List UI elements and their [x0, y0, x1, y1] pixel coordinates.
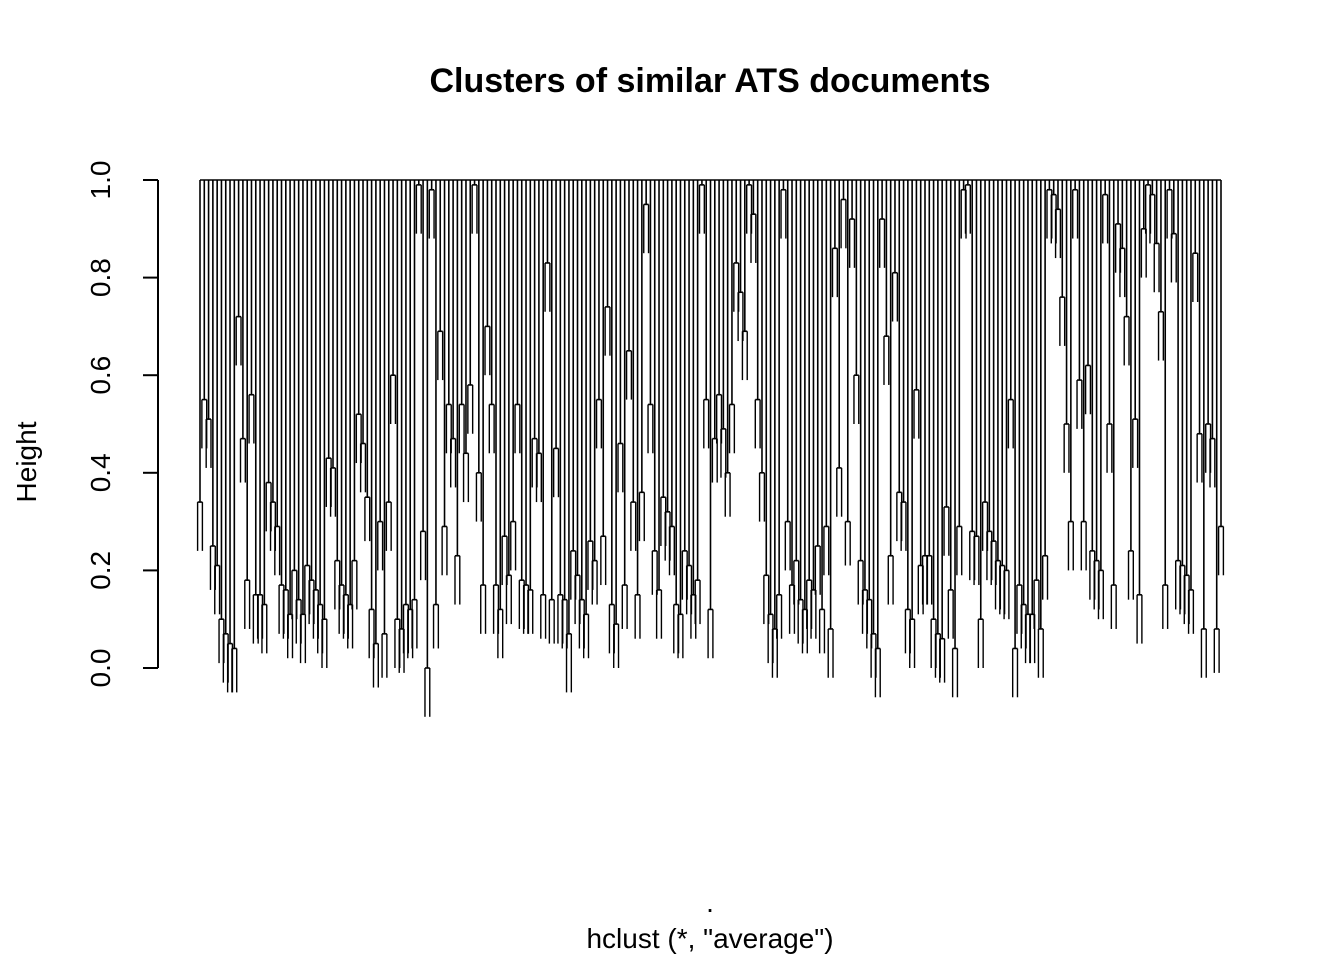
- cluster-55: [1084, 180, 1104, 620]
- cluster-57: [1119, 180, 1139, 600]
- cluster-46: [934, 180, 954, 683]
- y-axis-label: Height: [11, 421, 42, 502]
- cluster-33: [733, 180, 753, 381]
- cluster-48: [969, 180, 989, 668]
- cluster-30: [690, 180, 710, 639]
- cluster-13: [428, 180, 444, 649]
- cluster-21: [548, 180, 564, 644]
- cluster-35: [763, 180, 778, 678]
- cluster-19: [518, 180, 538, 634]
- cluster-26: [625, 180, 645, 639]
- cluster-15: [458, 180, 478, 503]
- y-tick-label: 0.4: [85, 453, 116, 492]
- cluster-1: [196, 180, 221, 615]
- cluster-12: [402, 180, 431, 717]
- cluster-50: [1003, 180, 1019, 698]
- cluster-14: [441, 180, 461, 605]
- cluster-20: [535, 180, 551, 639]
- cluster-32: [720, 180, 736, 517]
- cluster-36: [776, 180, 791, 639]
- cluster-4: [248, 180, 268, 654]
- cluster-51: [1016, 180, 1036, 664]
- cluster-29: [673, 180, 693, 659]
- cluster-47: [951, 180, 971, 698]
- cluster-37: [788, 180, 808, 654]
- cluster-9: [351, 180, 375, 659]
- cluster-40: [836, 180, 856, 566]
- cluster-7: [304, 180, 328, 668]
- cluster-31: [707, 180, 723, 659]
- cluster-38: [806, 180, 826, 654]
- cluster-45: [917, 180, 937, 668]
- cluster-61: [1192, 180, 1212, 678]
- y-tick-label: 0.2: [85, 551, 116, 590]
- x-axis-label: .: [706, 887, 714, 918]
- cluster-41: [853, 180, 873, 649]
- cluster-27: [643, 180, 658, 595]
- cluster-56: [1102, 180, 1122, 629]
- dendrogram-tree: [196, 179, 1225, 717]
- cluster-49: [986, 180, 1006, 615]
- cluster-53: [1050, 180, 1070, 473]
- method-subtitle: hclust (*, "average"): [586, 923, 833, 954]
- cluster-23: [578, 180, 598, 659]
- cluster-10: [372, 180, 392, 688]
- cluster-8: [325, 180, 354, 649]
- cluster-52: [1033, 180, 1053, 678]
- cluster-22: [561, 180, 581, 693]
- cluster-59: [1153, 180, 1173, 629]
- cluster-43: [883, 180, 903, 605]
- y-tick-label: 1.0: [85, 161, 116, 200]
- cluster-34: [750, 180, 766, 522]
- cluster-62: [1209, 180, 1225, 673]
- cluster-11: [389, 180, 405, 673]
- cluster-24: [595, 180, 615, 654]
- cluster-3: [235, 180, 251, 629]
- cluster-17: [488, 180, 508, 659]
- chart-title: Clusters of similar ATS documents: [429, 62, 990, 100]
- cluster-28: [655, 180, 675, 639]
- cluster-2: [218, 180, 238, 693]
- cluster-58: [1136, 180, 1156, 644]
- cluster-54: [1067, 180, 1087, 571]
- cluster-5: [265, 180, 289, 639]
- y-axis: 0.0 0.2 0.4 0.6 0.8 1.0: [85, 161, 159, 688]
- y-ticks: 0.0 0.2 0.4 0.6 0.8 1.0: [85, 161, 158, 688]
- y-tick-label: 0.8: [85, 258, 116, 297]
- cluster-25: [613, 180, 628, 668]
- y-tick-label: 0.6: [85, 356, 116, 395]
- cluster-39: [823, 180, 839, 678]
- cluster-60: [1170, 180, 1195, 634]
- cluster-16: [475, 180, 491, 634]
- y-tick-label: 0.0: [85, 649, 116, 688]
- cluster-6: [286, 180, 307, 664]
- cluster-18: [505, 180, 521, 625]
- cluster-44: [900, 180, 920, 668]
- cluster-42: [870, 180, 886, 698]
